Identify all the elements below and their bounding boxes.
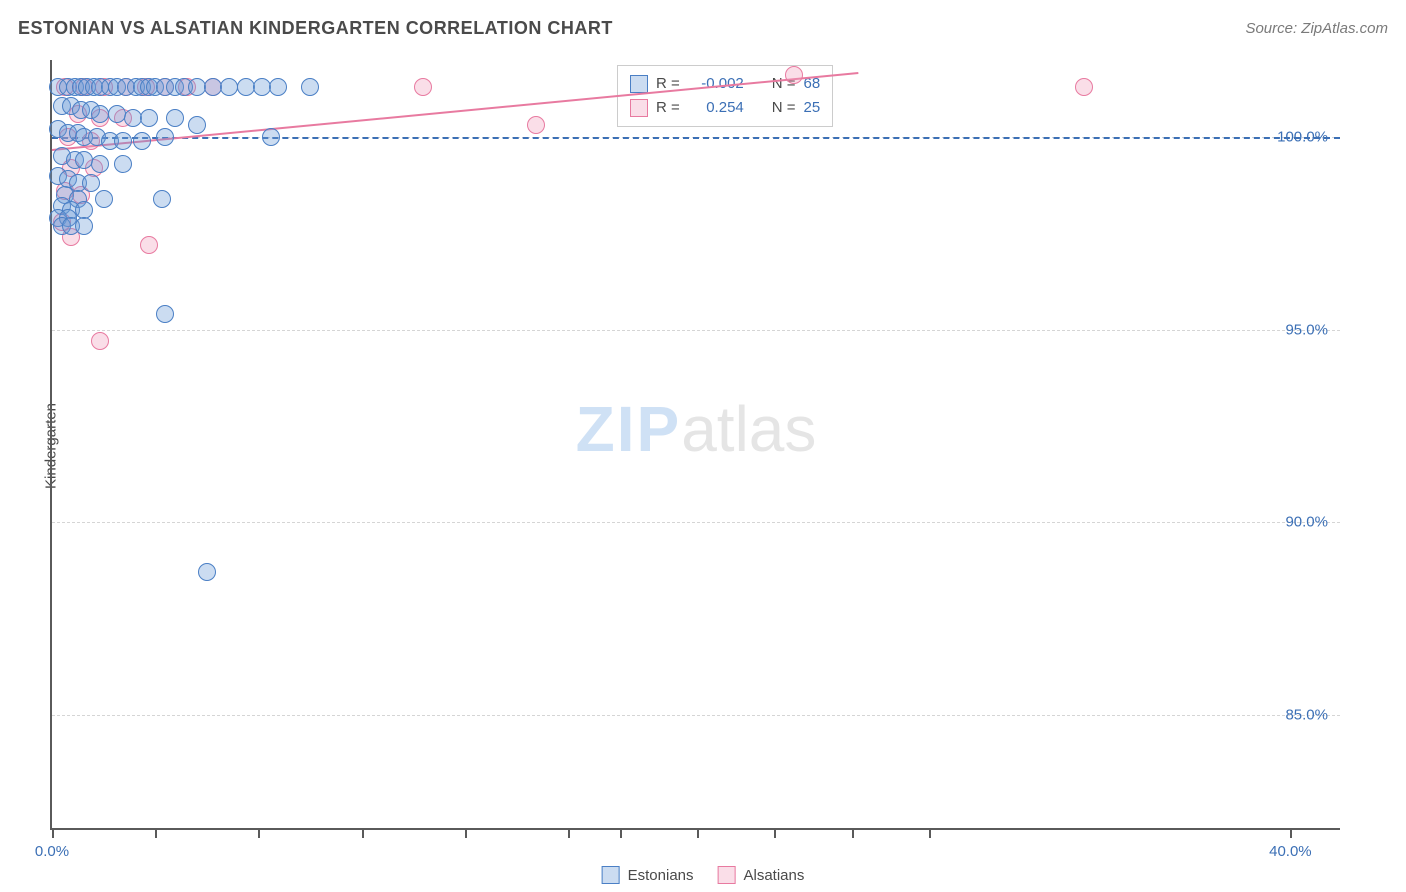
x-tick <box>465 828 467 838</box>
x-tick <box>929 828 931 838</box>
x-tick-label: 40.0% <box>1269 843 1312 860</box>
scatter-point-estonians <box>269 78 287 96</box>
chart-header: ESTONIAN VS ALSATIAN KINDERGARTEN CORREL… <box>18 18 1388 39</box>
scatter-point-alsatians <box>785 66 803 84</box>
x-tick <box>852 828 854 838</box>
scatter-point-estonians <box>75 217 93 235</box>
scatter-point-estonians <box>166 109 184 127</box>
chart-source: Source: ZipAtlas.com <box>1245 20 1388 37</box>
scatter-point-estonians <box>262 128 280 146</box>
scatter-point-estonians <box>75 151 93 169</box>
legend-r-value: 0.254 <box>688 96 744 120</box>
legend-label: Alsatians <box>744 867 805 884</box>
scatter-point-estonians <box>91 155 109 173</box>
scatter-point-alsatians <box>527 116 545 134</box>
y-tick-label: 95.0% <box>1285 321 1328 338</box>
x-tick-label: 0.0% <box>35 843 69 860</box>
scatter-point-alsatians <box>414 78 432 96</box>
x-tick <box>258 828 260 838</box>
legend-label: Estonians <box>628 867 694 884</box>
regression-line-estonians <box>52 137 1340 139</box>
scatter-point-alsatians <box>140 236 158 254</box>
y-tick-label: 85.0% <box>1285 706 1328 723</box>
x-tick <box>774 828 776 838</box>
scatter-point-estonians <box>82 174 100 192</box>
legend-swatch-pink <box>630 99 648 117</box>
gridline-horizontal <box>52 330 1340 331</box>
watermark-zip: ZIP <box>576 393 682 465</box>
x-tick <box>52 828 54 838</box>
scatter-point-alsatians <box>1075 78 1093 96</box>
scatter-point-estonians <box>156 128 174 146</box>
y-tick-label: 90.0% <box>1285 514 1328 531</box>
scatter-point-estonians <box>95 190 113 208</box>
scatter-point-estonians <box>198 563 216 581</box>
scatter-point-alsatians <box>91 332 109 350</box>
x-tick <box>697 828 699 838</box>
scatter-point-estonians <box>133 132 151 150</box>
legend-swatch-blue <box>602 866 620 884</box>
legend-swatch-blue <box>630 75 648 93</box>
watermark: ZIPatlas <box>576 392 817 466</box>
legend-stats-row: R = 0.254 N = 25 <box>630 96 820 120</box>
x-tick <box>1290 828 1292 838</box>
scatter-point-estonians <box>188 116 206 134</box>
chart-title: ESTONIAN VS ALSATIAN KINDERGARTEN CORREL… <box>18 18 613 39</box>
legend-item-estonians: Estonians <box>602 866 694 884</box>
chart-container: ESTONIAN VS ALSATIAN KINDERGARTEN CORREL… <box>0 0 1406 892</box>
x-tick <box>568 828 570 838</box>
x-tick <box>155 828 157 838</box>
scatter-point-estonians <box>108 105 126 123</box>
x-tick <box>620 828 622 838</box>
legend-swatch-pink <box>718 866 736 884</box>
scatter-point-estonians <box>114 132 132 150</box>
x-axis-legend: Estonians Alsatians <box>602 866 805 884</box>
scatter-point-estonians <box>156 305 174 323</box>
watermark-atlas: atlas <box>681 393 816 465</box>
gridline-horizontal <box>52 715 1340 716</box>
scatter-point-estonians <box>140 109 158 127</box>
scatter-point-estonians <box>114 155 132 173</box>
plot-area: ZIPatlas R = -0.002N = 68R = 0.254N = 25… <box>50 60 1340 830</box>
legend-item-alsatians: Alsatians <box>718 866 805 884</box>
legend-r-label: R = <box>656 96 680 120</box>
x-tick <box>362 828 364 838</box>
legend-n-label: N = <box>772 96 796 120</box>
legend-n-value: 25 <box>804 96 821 120</box>
gridline-horizontal <box>52 522 1340 523</box>
scatter-point-estonians <box>301 78 319 96</box>
scatter-point-estonians <box>153 190 171 208</box>
